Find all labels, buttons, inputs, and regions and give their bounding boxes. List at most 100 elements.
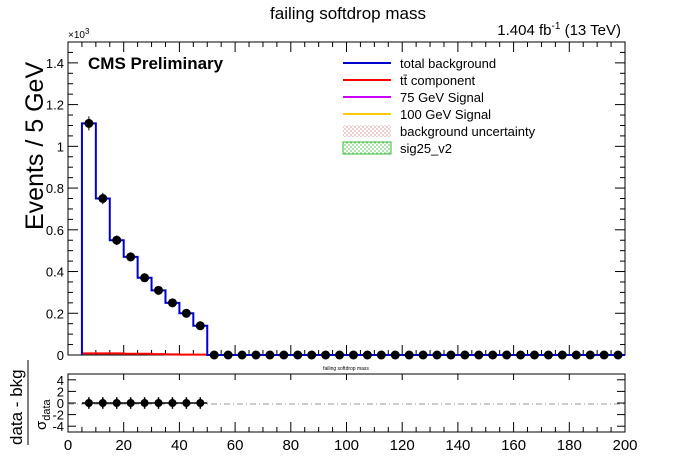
x-tick-label: 120	[390, 437, 415, 454]
data-point	[418, 350, 428, 360]
data-point	[265, 350, 275, 360]
main-y-ticks: 0 0.2 0.4 0.6 0.8 1 1.2 1.4	[46, 41, 626, 363]
data-point	[154, 285, 164, 295]
data-point	[140, 273, 150, 283]
data-point	[474, 350, 484, 360]
data-point	[181, 308, 191, 318]
legend-swatch-hatch	[342, 141, 392, 155]
data-point	[195, 321, 205, 331]
pull-point	[168, 399, 177, 407]
legend-label: 100 GeV Signal	[400, 107, 491, 122]
data-point	[529, 350, 539, 360]
data-point	[446, 350, 456, 360]
data-point	[376, 350, 386, 360]
lower-panel-title: failing softdrop mass	[323, 366, 369, 372]
data-point	[335, 350, 345, 360]
lumi-label: 1.404 fb-1 (13 TeV)	[497, 21, 621, 39]
legend-swatch-hatch	[343, 125, 391, 137]
pull-y-tick-label: -2	[52, 408, 64, 423]
pull-point	[154, 399, 163, 407]
pull-y-tick-label: 4	[57, 373, 64, 388]
data-point	[112, 235, 122, 245]
data-point	[98, 194, 108, 203]
data-points	[84, 116, 623, 360]
chart-title: failing softdrop mass	[270, 4, 426, 23]
data-point	[293, 350, 303, 360]
data-point	[432, 350, 442, 360]
data-point	[613, 350, 623, 360]
legend-label: tt̄ component	[400, 73, 476, 88]
pull-y-tick-label: -4	[52, 419, 64, 434]
data-point	[209, 350, 219, 360]
data-point	[502, 350, 512, 360]
legend-label: sig25_v2	[400, 141, 452, 156]
data-point	[279, 350, 289, 360]
total-background-series-line	[80, 122, 625, 356]
main-y-tick-label: 0.4	[46, 265, 64, 280]
x-tick-label: 100	[334, 437, 359, 454]
data-point	[390, 350, 400, 360]
y-multiplier-base: ×10	[68, 30, 85, 41]
energy-label: (13 TeV)	[560, 22, 621, 39]
data-point	[571, 350, 581, 360]
x-tick-label: 180	[557, 437, 582, 454]
main-y-tick-label: 1	[57, 139, 64, 154]
lumi-value: 1.404 fb	[497, 22, 551, 39]
data-point	[362, 350, 372, 360]
pull-point	[140, 399, 149, 407]
data-point	[84, 118, 94, 128]
data-point	[543, 350, 553, 360]
main-y-tick-label: 0	[57, 348, 64, 363]
x-tick-label: 140	[445, 437, 470, 454]
legend-label: total background	[400, 56, 496, 71]
x-tick-label: 40	[171, 437, 188, 454]
x-tick-label: 80	[282, 437, 299, 454]
pull-point	[98, 399, 107, 407]
data-point	[404, 350, 414, 360]
pull-points	[81, 397, 208, 409]
data-point	[488, 350, 498, 360]
main-y-tick-label: 0.2	[46, 306, 64, 321]
x-tick-label: 60	[227, 437, 244, 454]
pull-y-tick-label: 0	[57, 396, 64, 411]
main-y-tick-label: 0.6	[46, 223, 64, 238]
pull-y-numerator: data - bkg	[7, 369, 26, 445]
main-y-tick-label: 1.4	[46, 56, 64, 71]
legend-label: background uncertainty	[400, 124, 536, 139]
pull-sigma: σ	[33, 420, 50, 430]
data-point	[348, 350, 358, 360]
lumi-exponent: -1	[552, 21, 561, 32]
x-tick-label: 20	[115, 437, 132, 454]
pull-y-axis-label: data - bkg	[7, 369, 26, 445]
pull-point	[112, 399, 121, 407]
data-point	[557, 350, 567, 360]
main-plot-frame	[67, 41, 626, 356]
pull-sigma-sub: data	[41, 398, 53, 420]
x-tick-label: 160	[501, 437, 526, 454]
data-point	[251, 350, 261, 360]
pull-point	[84, 399, 93, 407]
pull-point	[196, 399, 205, 407]
data-point	[126, 252, 136, 262]
pull-point	[126, 399, 135, 407]
y-multiplier: ×103	[68, 27, 90, 41]
cms-label: CMS Preliminary	[88, 54, 224, 73]
pull-y-tick-label: 2	[57, 384, 64, 399]
data-point	[223, 350, 233, 360]
y-multiplier-exponent: 3	[85, 27, 90, 36]
data-point	[167, 298, 177, 308]
data-point	[599, 350, 609, 360]
data-point	[516, 350, 526, 360]
data-point	[585, 350, 595, 360]
y-axis-label: Events / 5 GeV	[21, 62, 49, 230]
main-histograms	[80, 122, 625, 356]
data-point	[237, 350, 247, 360]
legend-label: 75 GeV Signal	[400, 90, 484, 105]
data-point	[321, 350, 331, 360]
legend: total background tt̄ component 75 GeV Sign…	[342, 56, 536, 156]
main-y-tick-label: 1.2	[46, 98, 64, 113]
x-tick-label: 200	[612, 437, 637, 454]
pull-point	[182, 399, 191, 407]
